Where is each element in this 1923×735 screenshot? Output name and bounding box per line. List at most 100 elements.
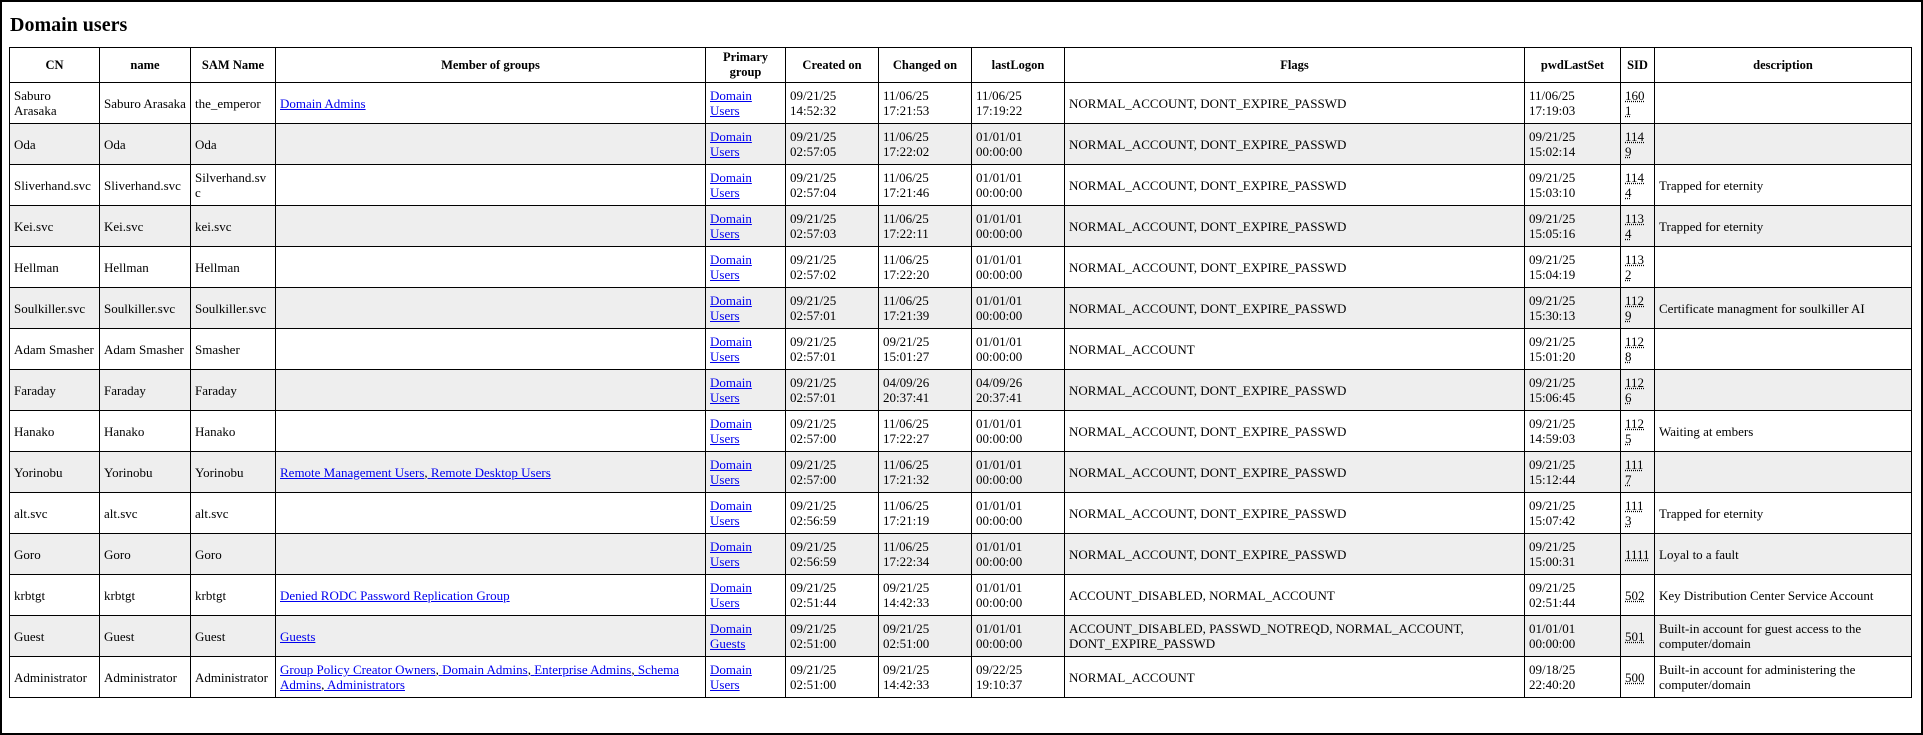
cell: Domain Users <box>706 370 786 411</box>
cell: 09/21/25 02:51:00 <box>786 657 879 698</box>
sid: 1134 <box>1625 211 1644 241</box>
cell: 01/01/01 00:00:00 <box>972 534 1065 575</box>
primary-group-link[interactable]: Domain Users <box>710 416 752 446</box>
primary-group-link[interactable]: Domain Users <box>710 580 752 610</box>
cell: Trapped for eternity <box>1655 206 1912 247</box>
cell: 500 <box>1621 657 1655 698</box>
cell: 502 <box>1621 575 1655 616</box>
cell: Domain Users <box>706 206 786 247</box>
group-link[interactable]: Enterprise Admins <box>528 662 632 677</box>
cell <box>276 493 706 534</box>
primary-group-link[interactable]: Domain Users <box>710 170 752 200</box>
user-row: Soulkiller.svcSoulkiller.svcSoulkiller.s… <box>10 288 1912 329</box>
cell: Domain Users <box>706 124 786 165</box>
header-row: CNnameSAM NameMember of groupsPrimary gr… <box>10 48 1912 83</box>
primary-group-link[interactable]: Domain Guests <box>710 621 752 651</box>
cell: 09/21/25 15:03:10 <box>1525 165 1621 206</box>
cell: 09/21/25 02:57:01 <box>786 329 879 370</box>
cell: 09/21/25 14:59:03 <box>1525 411 1621 452</box>
user-row: Adam SmasherAdam SmasherSmasherDomain Us… <box>10 329 1912 370</box>
cell: 1129 <box>1621 288 1655 329</box>
cell <box>276 370 706 411</box>
cell: NORMAL_ACCOUNT, DONT_EXPIRE_PASSWD <box>1065 370 1525 411</box>
cell: 09/21/25 02:57:02 <box>786 247 879 288</box>
cell: 09/21/25 14:52:32 <box>786 83 879 124</box>
primary-group-link[interactable]: Domain Users <box>710 293 752 323</box>
cell: Domain Users <box>706 534 786 575</box>
cell: 1117 <box>1621 452 1655 493</box>
cell: 1111 <box>1621 534 1655 575</box>
user-row: GuestGuestGuestGuestsDomain Guests09/21/… <box>10 616 1912 657</box>
cell: Certificate managment for soulkiller AI <box>1655 288 1912 329</box>
primary-group-link[interactable]: Domain Users <box>710 252 752 282</box>
cell: 1132 <box>1621 247 1655 288</box>
group-link[interactable]: Remote Desktop Users <box>424 465 550 480</box>
cell: NORMAL_ACCOUNT <box>1065 657 1525 698</box>
cell: 01/01/01 00:00:00 <box>972 165 1065 206</box>
primary-group-link[interactable]: Domain Users <box>710 375 752 405</box>
cell: 09/21/25 02:57:01 <box>786 288 879 329</box>
cell <box>276 124 706 165</box>
cell: Soulkiller.svc <box>191 288 276 329</box>
column-header: Created on <box>786 48 879 83</box>
sid: 1126 <box>1625 375 1644 405</box>
cell: Built-in account for administering the c… <box>1655 657 1912 698</box>
cell: 09/21/25 15:04:19 <box>1525 247 1621 288</box>
cell: 11/06/25 17:22:27 <box>879 411 972 452</box>
cell: 11/06/25 17:22:02 <box>879 124 972 165</box>
cell: Silverhand.svc <box>191 165 276 206</box>
column-header: lastLogon <box>972 48 1065 83</box>
group-link[interactable]: Guests <box>280 629 315 644</box>
primary-group-link[interactable]: Domain Users <box>710 662 752 692</box>
primary-group-link[interactable]: Domain Users <box>710 88 752 118</box>
cell: 09/21/25 02:57:00 <box>786 452 879 493</box>
cell: 09/21/25 02:51:00 <box>786 616 879 657</box>
cell: 09/21/25 02:57:03 <box>786 206 879 247</box>
cell: NORMAL_ACCOUNT, DONT_EXPIRE_PASSWD <box>1065 247 1525 288</box>
group-link[interactable]: Remote Management Users <box>280 465 424 480</box>
cell: 09/21/25 15:12:44 <box>1525 452 1621 493</box>
cell: 11/06/25 17:21:53 <box>879 83 972 124</box>
cell: NORMAL_ACCOUNT, DONT_EXPIRE_PASSWD <box>1065 206 1525 247</box>
primary-group-link[interactable]: Domain Users <box>710 457 752 487</box>
group-link[interactable]: Group Policy Creator Owners <box>280 662 436 677</box>
cell: 01/01/01 00:00:00 <box>972 575 1065 616</box>
cell: krbtgt <box>191 575 276 616</box>
cell: Remote Management UsersRemote Desktop Us… <box>276 452 706 493</box>
sid: 500 <box>1625 670 1645 685</box>
cell: Trapped for eternity <box>1655 165 1912 206</box>
cell: Administrator <box>100 657 191 698</box>
cell: alt.svc <box>191 493 276 534</box>
column-header: Member of groups <box>276 48 706 83</box>
sid: 1113 <box>1625 498 1644 528</box>
group-link[interactable]: Domain Admins <box>436 662 528 677</box>
cell: NORMAL_ACCOUNT, DONT_EXPIRE_PASSWD <box>1065 83 1525 124</box>
primary-group-link[interactable]: Domain Users <box>710 498 752 528</box>
group-link[interactable]: Denied RODC Password Replication Group <box>280 588 510 603</box>
cell: Waiting at embers <box>1655 411 1912 452</box>
cell: 1126 <box>1621 370 1655 411</box>
cell: 09/21/25 15:30:13 <box>1525 288 1621 329</box>
cell: Domain Users <box>706 493 786 534</box>
cell: Saburo Arasaka <box>100 83 191 124</box>
column-header: CN <box>10 48 100 83</box>
cell: Group Policy Creator OwnersDomain Admins… <box>276 657 706 698</box>
sid: 1144 <box>1625 170 1644 200</box>
primary-group-link[interactable]: Domain Users <box>710 539 752 569</box>
sid: 1128 <box>1625 334 1644 364</box>
cell <box>276 165 706 206</box>
cell: Administrator <box>191 657 276 698</box>
primary-group-link[interactable]: Domain Users <box>710 334 752 364</box>
cell: kei.svc <box>191 206 276 247</box>
cell: Oda <box>191 124 276 165</box>
cell: Denied RODC Password Replication Group <box>276 575 706 616</box>
cell: 09/18/25 22:40:20 <box>1525 657 1621 698</box>
primary-group-link[interactable]: Domain Users <box>710 211 752 241</box>
page-title: Domain users <box>10 14 127 37</box>
group-link[interactable]: Administrators <box>321 677 405 692</box>
group-link[interactable]: Domain Admins <box>280 96 366 111</box>
cell: Guest <box>100 616 191 657</box>
primary-group-link[interactable]: Domain Users <box>710 129 752 159</box>
cell: krbtgt <box>10 575 100 616</box>
